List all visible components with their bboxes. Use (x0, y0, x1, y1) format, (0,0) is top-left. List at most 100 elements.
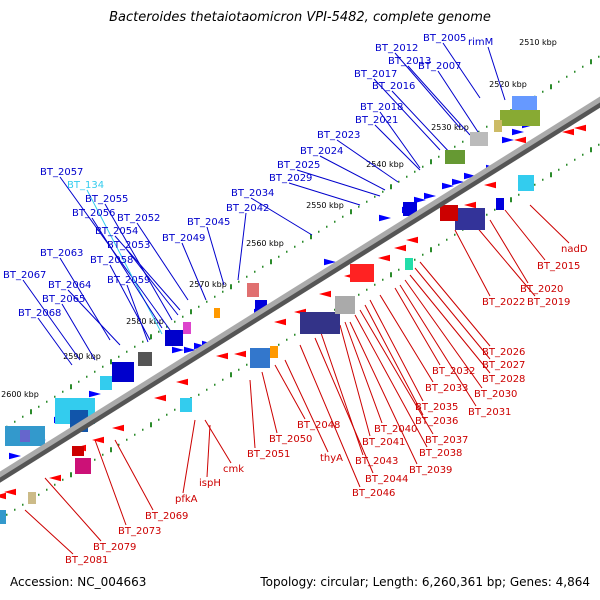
scale-tick (94, 458, 96, 461)
forward-gene-arrow (442, 182, 454, 190)
gene-label: BT_2028 (482, 374, 525, 385)
forward-gene-arrow (194, 342, 206, 350)
scale-tick (430, 247, 432, 253)
scale-tick (534, 183, 536, 186)
scale-tick (206, 300, 208, 303)
leader-line (126, 249, 179, 316)
gene-label: pfkA (175, 494, 198, 505)
scale-tick (550, 84, 552, 90)
scale-tick (134, 345, 136, 348)
accession-text: Accession: NC_004663 (10, 575, 147, 589)
leader-line (394, 52, 461, 129)
gene-label: BT_2068 (18, 308, 61, 319)
reverse-gene-arrow (176, 378, 188, 386)
gene-label: thyA (320, 453, 343, 464)
scale-tick-labels: 2510 kbp 2520 kbp 2530 kbp 2540 kbp 2550 kbp… (1, 38, 557, 399)
scale-tick (318, 230, 320, 233)
gene-label: rimM (468, 37, 493, 48)
scale-tick (214, 295, 216, 298)
scale-tick (174, 320, 176, 323)
reverse-gene-arrow (484, 181, 496, 189)
gene-label: BT_2013 (388, 56, 431, 67)
forward-gene-arrow (379, 214, 391, 222)
gene-block (440, 205, 458, 221)
reverse-gene-arrow (154, 394, 166, 402)
scale-tick (62, 478, 64, 481)
gene-label: BT_2055 (85, 194, 128, 205)
reverse-gene-arrow (274, 318, 286, 326)
leader-line (407, 65, 471, 136)
gene-block (300, 312, 340, 334)
scale-tick (206, 388, 208, 391)
scale-tick (454, 145, 456, 148)
gene-label: BT_2021 (355, 115, 398, 126)
scale-tick (126, 438, 128, 441)
scale-tick (278, 343, 280, 346)
gene-block (512, 96, 537, 110)
gene-features (0, 96, 586, 524)
scale-tick (406, 175, 408, 178)
scale-tick (590, 147, 592, 153)
scale-tick (598, 55, 600, 58)
gene-label: BT_2045 (187, 217, 230, 228)
forward-gene-arrow (172, 346, 184, 354)
leader-line (374, 124, 421, 171)
scale-tick (38, 405, 40, 408)
gene-block (165, 330, 183, 346)
scale-tick (422, 165, 424, 168)
gene-block (350, 264, 374, 282)
gene-block (180, 398, 192, 412)
leader-line (504, 209, 546, 261)
leader-line (61, 303, 96, 361)
scale-tick (558, 168, 560, 171)
topology-text: Topology: circular; Length: 6,260,361 bp… (260, 575, 590, 589)
gene-label: BT_2023 (317, 130, 360, 141)
leader-line (296, 169, 381, 197)
scale-tick-label: 2530 kbp (431, 123, 469, 132)
leader-line (454, 229, 491, 297)
leader-line (379, 294, 434, 383)
gene-block (247, 283, 259, 297)
gene-label: BT_2016 (372, 81, 415, 92)
gene-label: BT_2038 (419, 448, 462, 459)
gene-label: BT_2049 (162, 233, 205, 244)
reverse-gene-arrow (216, 352, 228, 360)
leader-line (250, 197, 313, 236)
gene-label: BT_2029 (269, 173, 312, 184)
gene-block (470, 132, 488, 146)
scale-tick (150, 334, 152, 340)
scale-tick (430, 159, 432, 165)
leader-line (182, 419, 196, 494)
scale-tick (478, 130, 480, 133)
scale-tick (294, 333, 296, 336)
scale-tick (246, 363, 248, 366)
gene-label: BT_2019 (527, 297, 570, 308)
reverse-gene-arrow (112, 424, 124, 432)
scale-tick (518, 193, 520, 196)
scale-tick (166, 413, 168, 416)
gene-block (20, 430, 30, 442)
gene-label: BT_2058 (90, 255, 133, 266)
scale-tick (190, 309, 192, 315)
gene-label: BT_2012 (375, 43, 418, 54)
leader-line (319, 329, 364, 456)
gene-label: BT_2039 (409, 465, 452, 476)
reverse-gene-arrow (49, 474, 61, 482)
scale-tick (366, 288, 368, 291)
reverse-gene-arrow (574, 124, 586, 132)
scale-tick (118, 355, 120, 358)
reverse-gene-arrow (0, 492, 6, 500)
leader-line (344, 321, 383, 424)
leader-line (181, 242, 207, 301)
scale-tick (54, 395, 56, 398)
scale-tick (350, 209, 352, 215)
reverse-gene-arrow (4, 488, 16, 496)
gene-label: BT_2044 (365, 474, 408, 485)
reverse-gene-arrow (406, 236, 418, 244)
forward-gene-arrow (452, 178, 464, 186)
scale-tick-label: 2580 kbp (126, 317, 164, 326)
scale-tick (230, 372, 232, 378)
scale-tick (598, 143, 600, 146)
forward-gene-arrow (512, 128, 524, 136)
scale-tick (294, 245, 296, 248)
